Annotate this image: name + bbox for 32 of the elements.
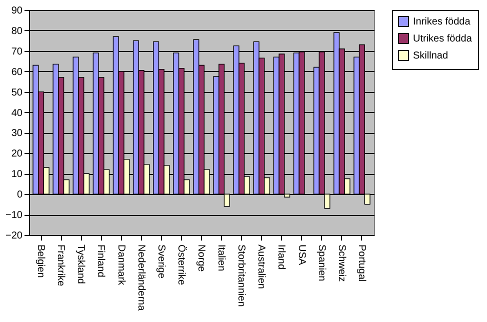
legend-label: Utrikes födda [413, 34, 472, 44]
y-tick-label: −20 [6, 230, 23, 242]
legend-label: Inrikes födda [413, 16, 471, 28]
x-tick-label: Danmark [115, 244, 126, 286]
x-tick-label: USA [296, 244, 307, 266]
x-tick-label: Sverige [155, 244, 166, 279]
x-tick-label: Spanien [316, 244, 327, 282]
y-tick-label: 70 [11, 46, 23, 58]
x-tick-label: Finland [95, 244, 106, 278]
y-tick-label: 60 [11, 66, 23, 78]
x-tick-label: Frankrike [55, 244, 66, 287]
y-tick-label: −10 [6, 210, 23, 222]
y-tick-label: 10 [11, 169, 23, 180]
x-tick-label: Nederländerna [135, 244, 146, 312]
x-tick-label: Norge [196, 244, 206, 272]
y-tick-label: 40 [11, 108, 23, 119]
x-tick-label: Österrike [175, 244, 188, 286]
x-tick-label: Italien [216, 244, 227, 272]
x-tick-label: Irland [276, 244, 287, 270]
y-tick-label: 50 [11, 87, 23, 98]
x-tick-label: Portugal [356, 244, 367, 282]
x-tick-label: Tyskland [75, 244, 86, 284]
y-tick-label: 20 [11, 148, 23, 160]
x-tick-label: Australien [256, 244, 267, 289]
legend-label: Skillnad [413, 50, 448, 62]
x-tick-label: Schweiz [336, 244, 347, 282]
x-tick-label: Belgien [35, 244, 46, 278]
y-tick-label: 0 [16, 190, 23, 201]
y-tick-label: 90 [11, 6, 23, 16]
y-tick-label: 30 [11, 128, 23, 140]
x-tick-label: Storbritannien [236, 244, 247, 307]
y-tick-label: 80 [11, 26, 23, 37]
